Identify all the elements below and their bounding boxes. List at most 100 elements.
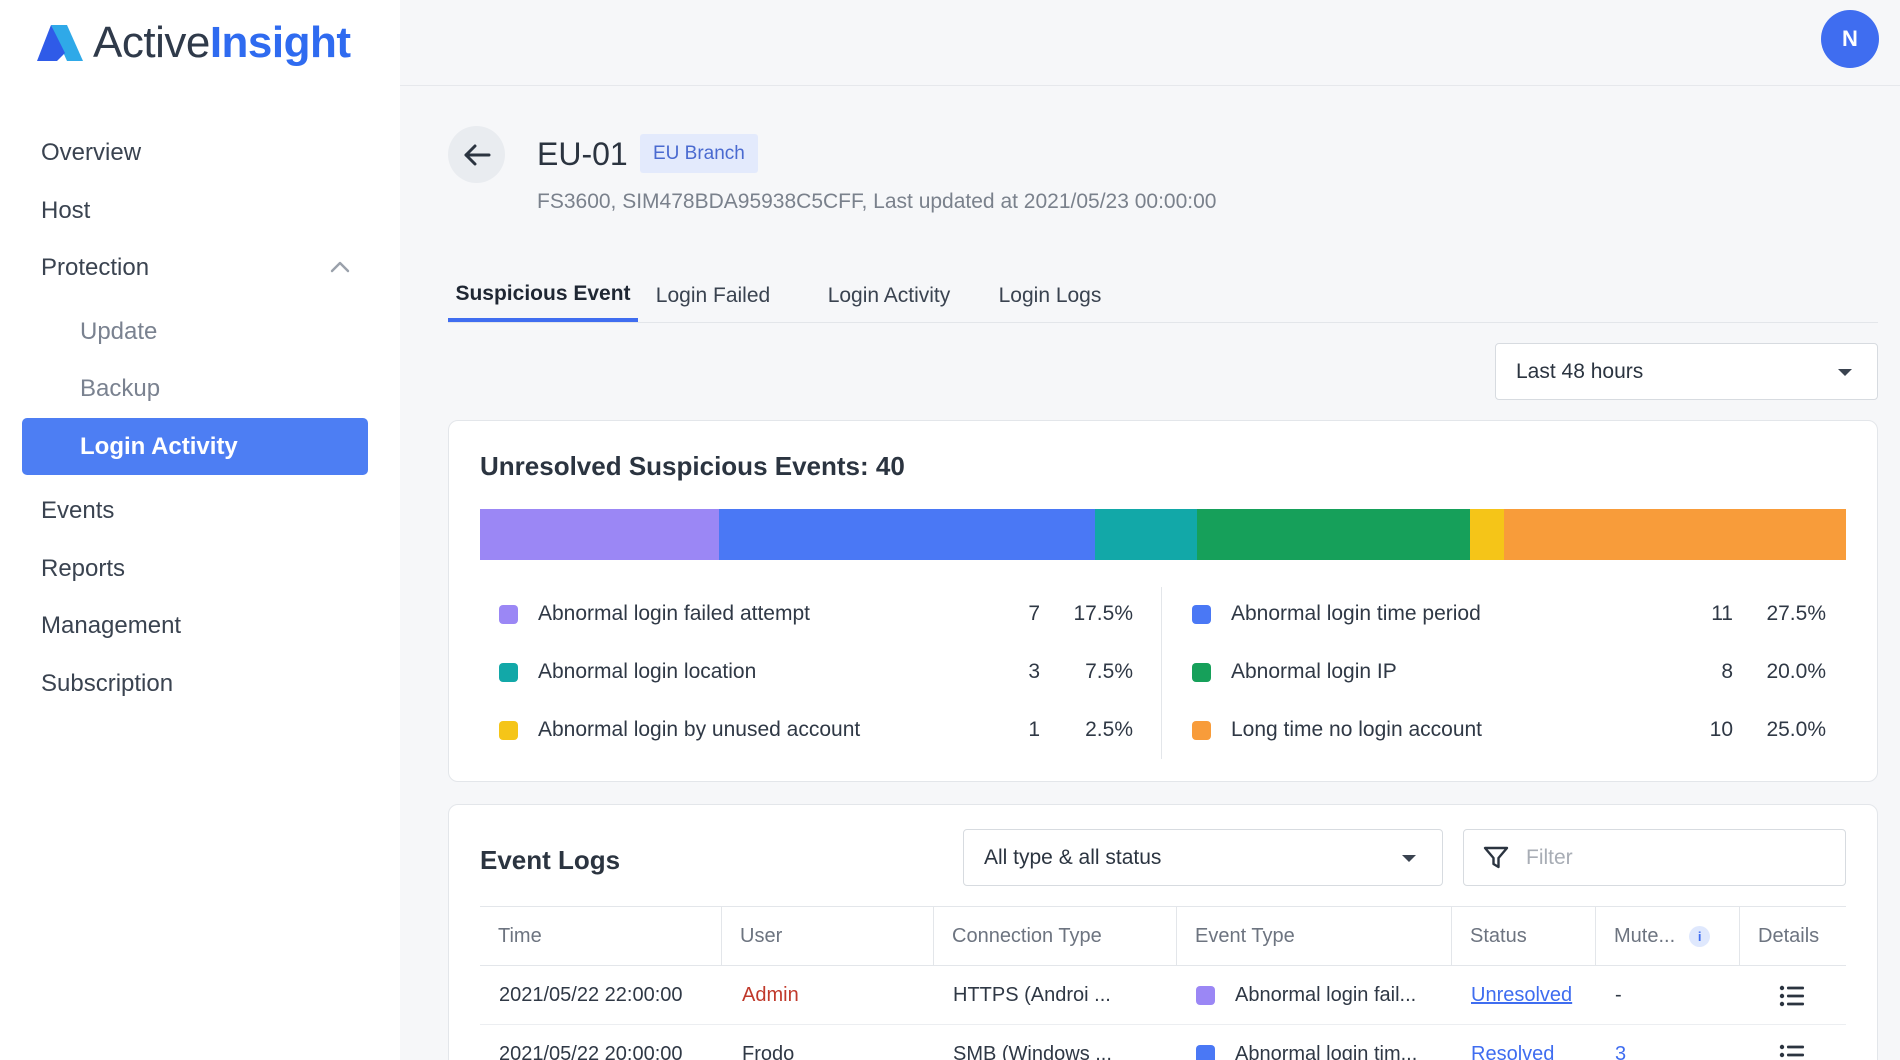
event-type-label: Abnormal login fail... bbox=[1235, 984, 1417, 1006]
bar-segment-abnormal-login-by-unused-account bbox=[1470, 509, 1505, 560]
legend-item: Abnormal login location bbox=[499, 657, 756, 687]
event-type-swatch bbox=[1196, 986, 1215, 1005]
legend-swatch bbox=[499, 604, 518, 624]
info-icon[interactable]: i bbox=[1689, 926, 1711, 947]
legend-label: Abnormal login failed attempt bbox=[538, 602, 810, 625]
event-type-select[interactable]: All type & all status bbox=[963, 829, 1443, 886]
event-logs-title: Event Logs bbox=[480, 845, 621, 875]
tab-suspicious-event[interactable]: Suspicious Event bbox=[448, 270, 638, 322]
legend-swatch bbox=[1192, 662, 1211, 682]
summary-title: Unresolved Suspicious Events: 40 bbox=[480, 451, 905, 481]
sidebar-item-reports[interactable]: Reports bbox=[41, 555, 126, 582]
sidebar-item-update[interactable]: Update bbox=[80, 318, 158, 345]
column-header-connection-type[interactable]: Connection Type bbox=[934, 907, 1177, 966]
tab-login-activity[interactable]: Login Activity bbox=[827, 284, 951, 307]
bar-segment-long-time-no-login-account bbox=[1504, 509, 1846, 560]
legend-percent: 27.5% bbox=[1766, 602, 1826, 625]
top-bar bbox=[400, 0, 1900, 86]
legend-divider bbox=[1161, 587, 1162, 759]
tab-bar: Suspicious Event Login Failed Login Acti… bbox=[448, 270, 1878, 323]
cell-details[interactable] bbox=[1779, 966, 1805, 1025]
cell-mute: - bbox=[1615, 984, 1622, 1006]
filter-input[interactable] bbox=[1526, 842, 1826, 874]
table-header: Time User Connection Type Event Type Sta… bbox=[480, 906, 1846, 966]
legend-count: 3 bbox=[1028, 660, 1040, 683]
filter-icon bbox=[1483, 846, 1509, 869]
legend-label: Abnormal login IP bbox=[1231, 660, 1397, 683]
column-header-details: Details bbox=[1758, 925, 1820, 947]
legend-label: Abnormal login by unused account bbox=[538, 718, 861, 741]
sidebar: ActiveInsight Overview Host Protection U… bbox=[0, 0, 400, 1060]
bar-segment-abnormal-login-time-period bbox=[719, 509, 1095, 560]
time-range-value: Last 48 hours bbox=[1516, 359, 1644, 383]
cell-time: 2021/05/22 22:00:00 bbox=[499, 984, 683, 1006]
back-button[interactable] bbox=[448, 126, 505, 183]
cell-event-type: Abnormal login tim... bbox=[1196, 1025, 1417, 1060]
legend-count: 8 bbox=[1721, 660, 1733, 683]
legend-item: Abnormal login time period bbox=[1192, 599, 1481, 629]
bar-segment-abnormal-login-ip bbox=[1197, 509, 1471, 560]
sidebar-item-overview[interactable]: Overview bbox=[41, 139, 142, 166]
legend-item: Abnormal login IP bbox=[1192, 657, 1397, 687]
tab-login-logs[interactable]: Login Logs bbox=[998, 284, 1102, 307]
cell-user: Admin bbox=[742, 984, 799, 1006]
sidebar-item-backup[interactable]: Backup bbox=[80, 375, 161, 402]
sidebar-item-protection[interactable]: Protection bbox=[41, 254, 150, 281]
bar-segment-abnormal-login-location bbox=[1094, 509, 1198, 560]
mute-label: Mute... bbox=[1614, 925, 1676, 947]
cell-user: Frodo bbox=[742, 1043, 795, 1060]
list-icon[interactable] bbox=[1779, 1044, 1805, 1060]
column-header-user[interactable]: User bbox=[722, 907, 934, 966]
legend-swatch bbox=[499, 662, 518, 682]
legend-percent: 25.0% bbox=[1766, 718, 1826, 741]
sidebar-item-login-activity[interactable]: Login Activity bbox=[22, 418, 368, 475]
legend-percent: 20.0% bbox=[1766, 660, 1826, 683]
legend-swatch bbox=[1192, 720, 1211, 740]
legend-label: Abnormal login time period bbox=[1231, 602, 1481, 625]
time-range-select[interactable]: Last 48 hours bbox=[1495, 343, 1878, 400]
legend-count: 10 bbox=[1709, 718, 1733, 741]
cell-mute[interactable]: 3 bbox=[1615, 1043, 1627, 1060]
legend-percent: 7.5% bbox=[1085, 660, 1133, 683]
legend-item: Abnormal login failed attempt bbox=[499, 599, 810, 629]
legend-count: 11 bbox=[1711, 602, 1733, 625]
legend-count: 1 bbox=[1028, 718, 1040, 741]
sidebar-item-events[interactable]: Events bbox=[41, 497, 115, 524]
cell-connection-type: HTTPS (Androi ... bbox=[953, 984, 1111, 1006]
legend-label: Long time no login account bbox=[1231, 718, 1483, 741]
legend-swatch bbox=[499, 720, 518, 740]
cell-status[interactable]: Resolved bbox=[1471, 1043, 1555, 1060]
suspicious-events-card bbox=[448, 420, 1878, 782]
filter-field[interactable] bbox=[1463, 829, 1846, 886]
chevron-up-icon[interactable] bbox=[328, 255, 352, 279]
column-header-event-type[interactable]: Event Type bbox=[1177, 907, 1452, 966]
legend-label: Abnormal login location bbox=[538, 660, 757, 683]
column-header-time[interactable]: Time bbox=[480, 907, 722, 966]
app-name: ActiveInsight bbox=[93, 18, 351, 67]
sidebar-item-management[interactable]: Management bbox=[41, 612, 182, 639]
table-row[interactable]: 2021/05/22 22:00:00 Admin HTTPS (Androi ..… bbox=[480, 966, 1846, 1025]
tab-login-failed[interactable]: Login Failed bbox=[655, 284, 771, 307]
sidebar-item-host[interactable]: Host bbox=[41, 197, 91, 224]
legend-item: Abnormal login by unused account bbox=[499, 715, 860, 745]
cell-details[interactable] bbox=[1779, 1025, 1805, 1060]
user-avatar[interactable]: N bbox=[1821, 10, 1879, 68]
branch-badge: EU Branch bbox=[640, 134, 758, 173]
page-title: EU-01 bbox=[537, 136, 628, 172]
table-row[interactable]: 2021/05/22 20:00:00 Frodo SMB (Windows ...… bbox=[480, 1025, 1846, 1060]
device-subtitle: FS3600, SIM478BDA95938C5CFF, Last update… bbox=[537, 190, 1217, 213]
cell-status[interactable]: Unresolved bbox=[1471, 984, 1573, 1006]
column-header-mute[interactable]: Mute... i bbox=[1596, 907, 1740, 966]
arrow-left-icon bbox=[464, 144, 490, 165]
sidebar-item-subscription[interactable]: Subscription bbox=[41, 670, 174, 697]
column-header-status[interactable]: Status bbox=[1452, 907, 1596, 966]
legend-item: Long time no login account bbox=[1192, 715, 1482, 745]
event-type-label: Abnormal login tim... bbox=[1235, 1043, 1418, 1060]
cell-event-type: Abnormal login fail... bbox=[1196, 966, 1416, 1025]
event-type-swatch bbox=[1196, 1045, 1215, 1060]
legend-swatch bbox=[1192, 604, 1211, 624]
events-stacked-bar bbox=[480, 509, 1846, 560]
legend-percent: 17.5% bbox=[1073, 602, 1133, 625]
app-logo[interactable]: ActiveInsight bbox=[37, 18, 351, 68]
list-icon[interactable] bbox=[1779, 985, 1805, 1007]
